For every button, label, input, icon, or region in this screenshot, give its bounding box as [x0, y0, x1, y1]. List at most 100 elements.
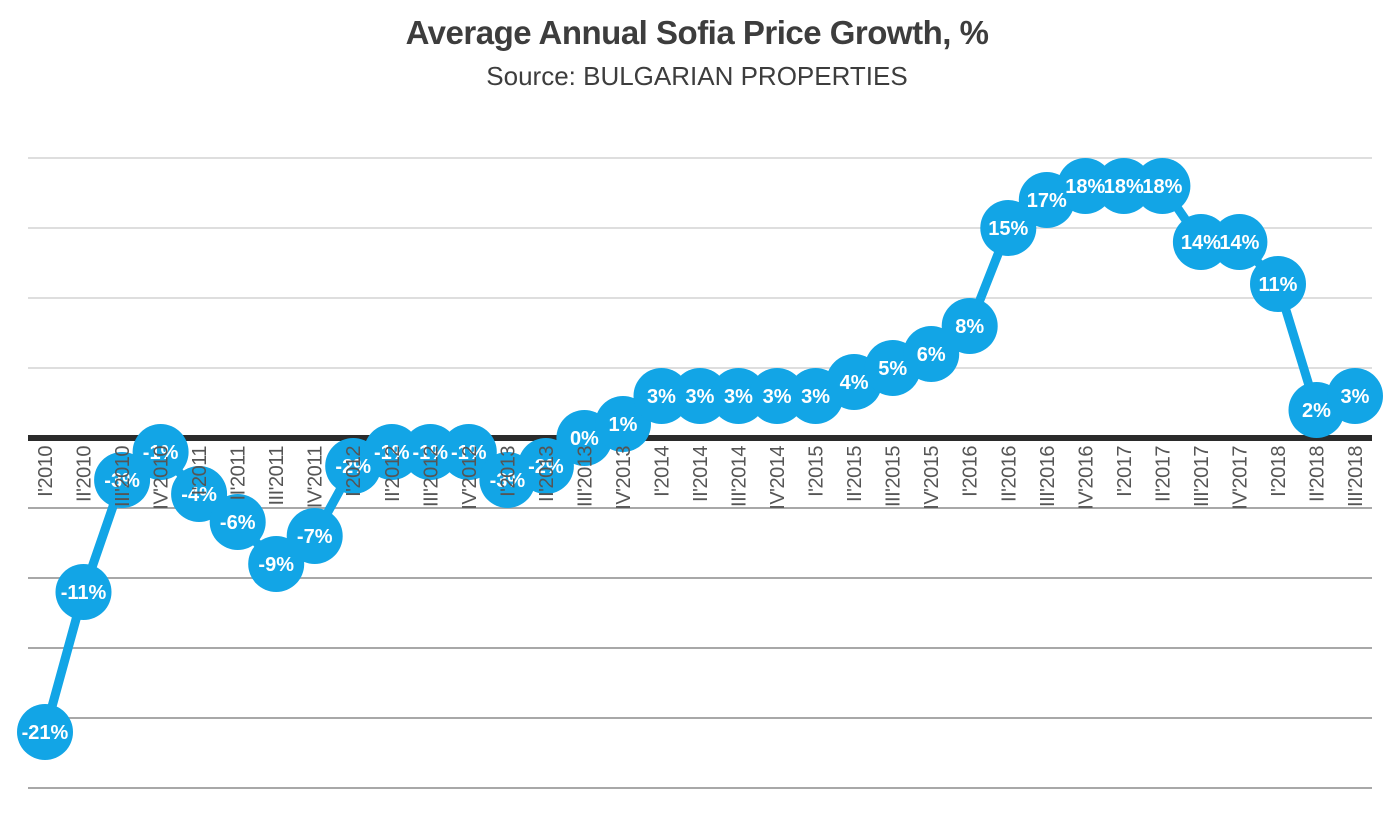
data-point-label: -7% — [297, 526, 333, 548]
data-point-marker — [633, 368, 690, 424]
x-axis-tick-label: IV'2012 — [459, 446, 481, 510]
data-point-marker — [903, 326, 960, 382]
data-point-marker — [1327, 368, 1383, 424]
data-point-label: 3% — [686, 386, 715, 408]
data-point-label: 0% — [570, 428, 599, 450]
data-point-label: 1% — [609, 414, 638, 436]
data-point-label: -1% — [374, 442, 410, 464]
x-axis-tick-label: I'2018 — [1268, 446, 1290, 497]
data-point-marker — [1250, 256, 1306, 312]
data-labels-layer: -21%-11%-3%-1%-4%-6%-9%-7%-2%-1% -1% -1%-3… — [22, 176, 1370, 744]
data-point-label: 4% — [840, 372, 869, 394]
data-point-label: -1% — [143, 442, 179, 464]
data-point-label: -4% — [181, 484, 217, 506]
x-axis-tick-label: IV'2010 — [151, 446, 173, 510]
x-axis-tick-label: IV'2016 — [1075, 446, 1097, 510]
x-axis-tick-label: II'2018 — [1307, 446, 1329, 502]
x-axis-tick-label: I'2015 — [806, 446, 828, 497]
data-point-label: -3% — [490, 470, 526, 492]
data-point-marker — [440, 424, 497, 480]
data-point-label: 17% — [1027, 190, 1067, 212]
chart-title: Average Annual Sofia Price Growth, % — [405, 14, 989, 51]
data-point-label: 3% — [724, 386, 753, 408]
data-point-label: -11% — [61, 582, 107, 604]
chart-header: Average Annual Sofia Price Growth, % Sou… — [0, 14, 1394, 92]
data-point-label: -1% — [413, 442, 449, 464]
data-point-label: 18% — [1142, 176, 1182, 198]
x-axis-labels-layer: I'2010 II'2010 III'2010 IV'2010 I'2011 II'201… — [35, 446, 1367, 510]
x-axis-tick-label: IV'2015 — [921, 446, 943, 510]
data-point-label: -1% — [451, 442, 487, 464]
data-point-marker — [980, 200, 1037, 256]
series-layer — [17, 158, 1383, 760]
x-axis-tick-label: I'2013 — [497, 446, 519, 497]
data-point-label: 14% — [1219, 232, 1259, 254]
x-axis-tick-label: II'2017 — [1152, 446, 1174, 502]
x-axis-tick-label: II'2010 — [74, 446, 96, 502]
data-point-marker — [1134, 158, 1191, 214]
data-point-marker — [248, 536, 305, 592]
data-point-marker — [94, 452, 151, 508]
data-point-label: -2% — [335, 456, 371, 478]
x-axis-tick-label: IV'2013 — [613, 446, 635, 510]
x-axis-tick-label: IV'2011 — [305, 446, 327, 509]
x-axis-tick-label: I'2011 — [189, 446, 211, 496]
x-axis-tick-label: III'2017 — [1191, 446, 1213, 507]
data-point-marker — [132, 424, 189, 480]
x-axis-tick-label: III'2015 — [883, 446, 905, 507]
x-axis-tick-label: I'2012 — [343, 446, 365, 497]
data-point-label: -21% — [22, 722, 69, 744]
data-point-marker — [1095, 158, 1152, 214]
x-axis-tick-label: II'2016 — [998, 446, 1020, 502]
x-axis-tick-label: II'2013 — [536, 446, 558, 502]
data-point-label: -6% — [220, 512, 256, 534]
data-point-label: 5% — [878, 358, 907, 380]
data-point-label: 2% — [1302, 400, 1331, 422]
x-axis-tick-label: IV'2014 — [767, 446, 789, 510]
data-point-label: 14% — [1181, 232, 1221, 254]
x-axis-tick-label: II'2011 — [228, 446, 250, 501]
x-axis-tick-label: II'2014 — [690, 446, 712, 502]
data-point-label: 8% — [955, 316, 984, 338]
data-point-marker — [1211, 214, 1268, 270]
data-point-label: -9% — [258, 554, 294, 576]
data-point-label: 3% — [1341, 386, 1370, 408]
x-axis-tick-label: III'2010 — [112, 446, 134, 507]
data-point-marker — [672, 368, 728, 424]
data-point-label: 3% — [763, 386, 792, 408]
data-point-marker — [402, 424, 459, 480]
x-axis-tick-label: I'2014 — [652, 446, 674, 497]
data-point-marker — [171, 466, 228, 522]
data-point-marker — [941, 298, 998, 354]
data-point-label: 3% — [801, 386, 830, 408]
x-axis-tick-label: III'2011 — [266, 446, 288, 506]
x-axis-tick-label: II'2015 — [844, 446, 866, 502]
data-point-label: 6% — [917, 344, 946, 366]
x-axis-tick-label: III'2014 — [729, 446, 751, 507]
x-axis-tick-label: IV'2017 — [1229, 446, 1251, 510]
data-point-marker — [55, 564, 112, 620]
x-axis-tick-label: III'2016 — [1037, 446, 1059, 507]
data-point-marker — [710, 368, 767, 424]
x-axis-tick-label: I'2017 — [1114, 446, 1136, 497]
x-axis-tick-label: III'2012 — [420, 446, 442, 507]
data-point-label: -2% — [528, 456, 564, 478]
data-point-label: 18% — [1104, 176, 1144, 198]
data-point-label: -3% — [104, 470, 140, 492]
chart-subtitle: Source: BULGARIAN PROPERTIES — [486, 61, 908, 91]
data-point-marker — [1057, 158, 1114, 214]
x-axis-tick-label: III'2018 — [1345, 446, 1367, 507]
data-point-label: 3% — [647, 386, 676, 408]
x-axis-tick-label: III'2013 — [574, 446, 596, 507]
data-point-marker — [595, 396, 651, 452]
data-point-marker — [209, 494, 266, 550]
x-axis-tick-label: I'2016 — [960, 446, 982, 497]
data-point-label: 11% — [1259, 274, 1298, 296]
data-point-marker — [17, 704, 73, 760]
data-point-marker — [1172, 214, 1229, 270]
data-point-label: 15% — [988, 218, 1028, 240]
x-axis-tick-label: I'2010 — [35, 446, 57, 497]
data-point-marker — [363, 424, 420, 480]
